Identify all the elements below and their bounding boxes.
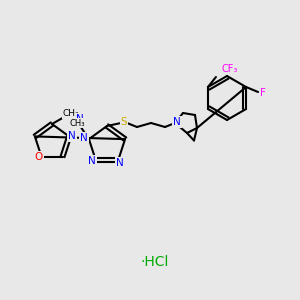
- Text: N: N: [76, 114, 84, 124]
- Text: N: N: [116, 158, 124, 168]
- Text: N: N: [173, 117, 181, 127]
- Text: N: N: [68, 131, 76, 141]
- Text: ·HCl: ·HCl: [140, 255, 168, 269]
- Text: N: N: [80, 133, 88, 143]
- Text: N: N: [88, 156, 96, 167]
- Text: O: O: [34, 152, 43, 162]
- Text: CH₃: CH₃: [63, 110, 79, 118]
- Text: CH₃: CH₃: [69, 118, 85, 127]
- Text: F: F: [260, 88, 266, 98]
- Text: CF₃: CF₃: [222, 64, 238, 74]
- Text: S: S: [121, 117, 127, 127]
